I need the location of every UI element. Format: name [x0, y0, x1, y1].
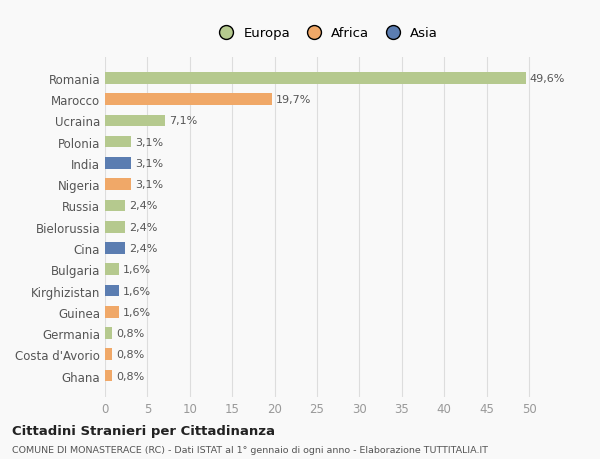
Bar [105, 136, 131, 148]
Text: 2,4%: 2,4% [130, 222, 158, 232]
Bar [105, 327, 112, 339]
Bar [105, 115, 165, 127]
Bar [105, 370, 112, 381]
Text: Cittadini Stranieri per Cittadinanza: Cittadini Stranieri per Cittadinanza [12, 425, 275, 437]
Bar [105, 94, 272, 106]
Text: 19,7%: 19,7% [277, 95, 311, 105]
Bar [105, 264, 119, 275]
Text: 49,6%: 49,6% [530, 73, 565, 84]
Text: 1,6%: 1,6% [123, 286, 151, 296]
Text: 2,4%: 2,4% [130, 201, 158, 211]
Bar [105, 243, 125, 254]
Bar [105, 306, 119, 318]
Text: COMUNE DI MONASTERACE (RC) - Dati ISTAT al 1° gennaio di ogni anno - Elaborazion: COMUNE DI MONASTERACE (RC) - Dati ISTAT … [12, 445, 488, 454]
Bar [105, 285, 119, 297]
Legend: Europa, Africa, Asia: Europa, Africa, Asia [209, 23, 442, 44]
Text: 3,1%: 3,1% [136, 137, 164, 147]
Text: 0,8%: 0,8% [116, 350, 144, 359]
Text: 0,8%: 0,8% [116, 328, 144, 338]
Text: 7,1%: 7,1% [169, 116, 198, 126]
Bar [105, 73, 526, 84]
Text: 3,1%: 3,1% [136, 180, 164, 190]
Text: 0,8%: 0,8% [116, 371, 144, 381]
Text: 1,6%: 1,6% [123, 265, 151, 274]
Text: 1,6%: 1,6% [123, 307, 151, 317]
Bar [105, 179, 131, 190]
Text: 2,4%: 2,4% [130, 243, 158, 253]
Bar [105, 200, 125, 212]
Bar [105, 158, 131, 169]
Bar [105, 349, 112, 360]
Text: 3,1%: 3,1% [136, 158, 164, 168]
Bar [105, 221, 125, 233]
